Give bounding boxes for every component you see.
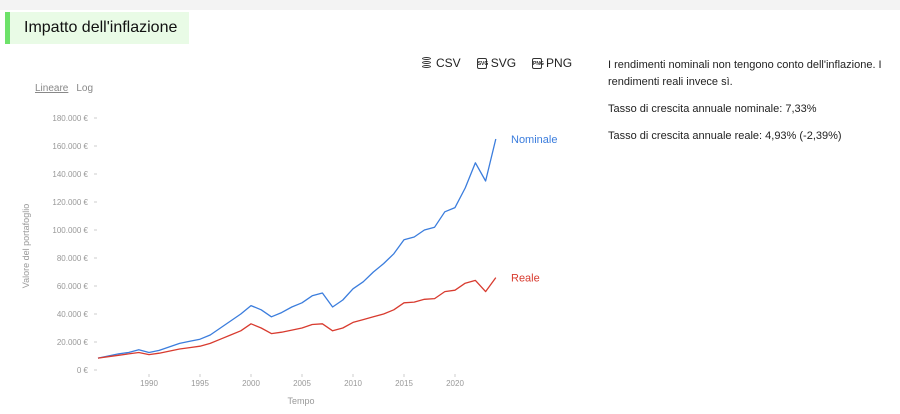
y-tick-label: 80.000 €	[57, 254, 89, 263]
export-csv-button[interactable]: CSV	[422, 56, 461, 70]
info-panel: I rendimenti nominali non tengono conto …	[608, 57, 893, 155]
real-growth-rate: Tasso di crescita annuale reale: 4,93% (…	[608, 130, 842, 142]
series-line-reale	[97, 277, 497, 359]
export-svg-label: SVG	[490, 56, 517, 70]
scale-linear-option[interactable]: Lineare	[35, 83, 69, 94]
x-tick-label: 2000	[242, 379, 260, 388]
x-tick-label: 2020	[446, 379, 464, 388]
y-tick-label: 0 €	[77, 366, 89, 375]
x-tick-label: 2015	[395, 379, 413, 388]
y-tick-label: 20.000 €	[57, 338, 89, 347]
series-label-nominale: Nominale	[511, 134, 557, 146]
y-tick-label: 100.000 €	[52, 226, 88, 235]
y-axis: 0 € 20.000 € 40.000 € 60.000 € 80.000 € 100.0…	[52, 114, 97, 375]
svg-file-icon: SVG	[476, 57, 488, 69]
x-tick-label: 1990	[140, 379, 158, 388]
x-axis: 1990 1995 2000 2005 2010 2015 2020	[140, 374, 464, 388]
x-axis-label: Tempo	[287, 396, 314, 406]
series-line-nominale	[97, 138, 497, 359]
x-tick-label: 1995	[191, 379, 209, 388]
export-svg-button[interactable]: SVG SVG	[476, 56, 517, 70]
y-tick-label: 40.000 €	[57, 310, 89, 319]
scale-toggle: Lineare Log	[35, 83, 93, 94]
export-toolbar: CSV SVG SVG PNG PNG	[422, 56, 572, 70]
database-icon	[422, 57, 432, 69]
y-tick-label: 160.000 €	[52, 142, 88, 151]
section-title: Impatto dell'inflazione	[5, 12, 190, 44]
export-csv-label: CSV	[436, 56, 461, 70]
y-tick-label: 140.000 €	[52, 170, 88, 179]
export-png-button[interactable]: PNG PNG	[532, 56, 572, 70]
x-tick-label: 2005	[293, 379, 311, 388]
nominal-growth-rate: Tasso di crescita annuale nominale: 7,33…	[608, 103, 817, 115]
y-tick-label: 120.000 €	[52, 198, 88, 207]
x-tick-label: 2010	[344, 379, 362, 388]
inflation-description: I rendimenti nominali non tengono conto …	[608, 59, 882, 88]
y-tick-label: 60.000 €	[57, 282, 89, 291]
y-tick-label: 180.000 €	[52, 114, 88, 123]
y-axis-label: Valore del portafoglio	[21, 204, 31, 288]
png-file-icon: PNG	[532, 57, 544, 69]
export-png-label: PNG	[546, 56, 573, 70]
top-band	[0, 0, 900, 10]
series-label-reale: Reale	[511, 273, 540, 285]
series-layer: Nominale Reale	[97, 134, 557, 359]
scale-log-option[interactable]: Log	[76, 83, 94, 94]
section-title-text: Impatto dell'inflazione	[24, 19, 178, 36]
